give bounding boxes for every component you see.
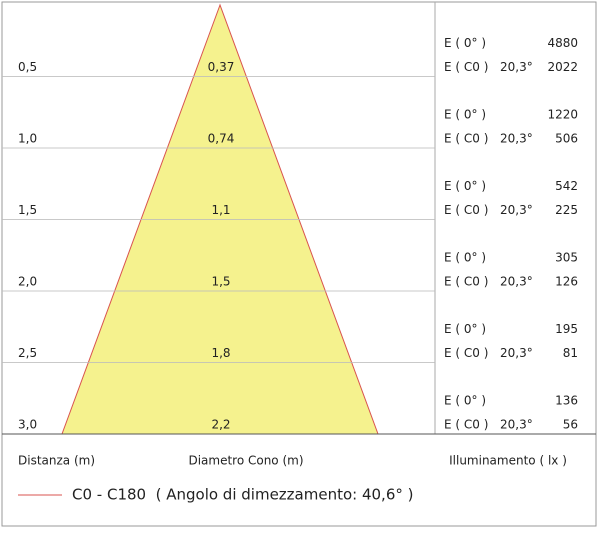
e0-label: E ( 0° ) [444,179,486,193]
e0-value: 195 [555,322,578,336]
ec0-value: 2022 [547,60,578,74]
ec0-angle: 20,3° [500,346,533,360]
e0-value: 136 [555,394,578,408]
e0-value: 542 [555,179,578,193]
legend-label: C0 - C180 ( Angolo di dimezzamento: 40,6… [72,486,413,504]
ec0-label: E ( C0 ) [444,60,488,74]
distance: 1,5 [18,203,37,217]
ec0-label: E ( C0 ) [444,346,488,360]
ec0-label: E ( C0 ) [444,275,488,289]
ec0-label: E ( C0 ) [444,203,488,217]
rows: 0,5 0,37 E ( 0° ) 4880 E ( C0 ) 20,3° 2022 1,0 0… [2,36,578,432]
ec0-angle: 20,3° [500,275,533,289]
ec0-angle: 20,3° [500,203,533,217]
distance: 1,0 [18,132,37,146]
e0-value: 305 [555,251,578,265]
diameter: 1,8 [211,346,230,360]
e0-label: E ( 0° ) [444,251,486,265]
distance: 3,0 [18,418,37,432]
ec0-value: 225 [555,203,578,217]
illuminance-label: Illuminamento ( lx ) [449,454,567,468]
diameter: 0,37 [208,60,235,74]
distance: 0,5 [18,60,37,74]
ec0-angle: 20,3° [500,132,533,146]
diameter: 1,1 [211,203,230,217]
frame [1,1,597,527]
distance-label: Distanza (m) [18,454,95,468]
diameter: 0,74 [208,132,235,146]
ec0-value: 126 [555,275,578,289]
e0-value: 4880 [547,36,578,50]
distance: 2,0 [18,275,37,289]
ec0-label: E ( C0 ) [444,418,488,432]
e0-label: E ( 0° ) [444,322,486,336]
ec0-value: 81 [563,346,578,360]
ec0-value: 56 [563,418,578,432]
diameter-label: Diametro Cono (m) [188,454,303,468]
e0-label: E ( 0° ) [444,108,486,122]
ec0-label: E ( C0 ) [444,132,488,146]
diameter: 2,2 [211,418,230,432]
e0-label: E ( 0° ) [444,394,486,408]
ec0-value: 506 [555,132,578,146]
distance: 2,5 [18,346,37,360]
diameter: 1,5 [211,275,230,289]
ec0-angle: 20,3° [500,60,533,74]
e0-value: 1220 [547,108,578,122]
e0-label: E ( 0° ) [444,36,486,50]
ec0-angle: 20,3° [500,418,533,432]
